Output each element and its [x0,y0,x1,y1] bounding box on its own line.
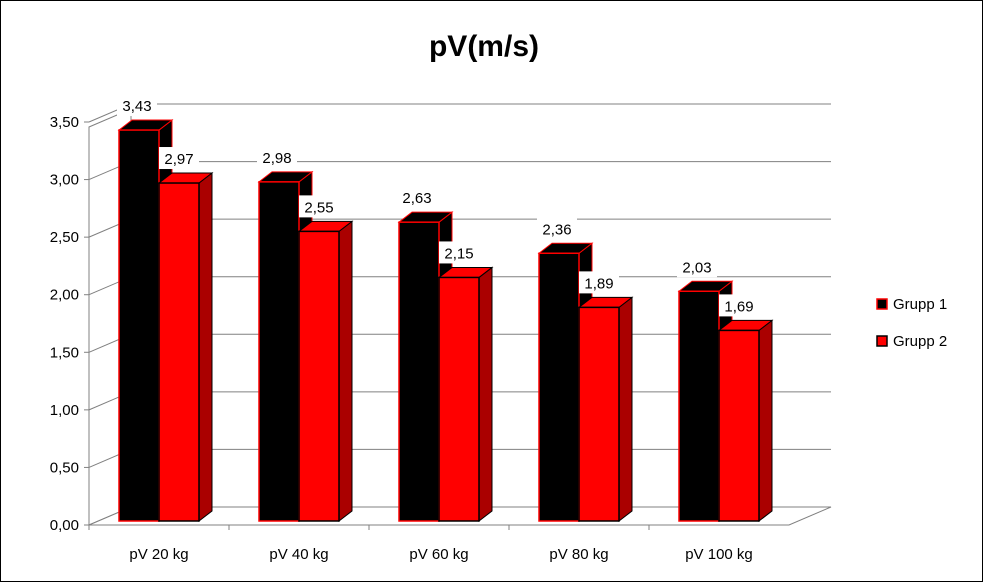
bar [578,306,620,522]
y-tick-label: 3,00 [50,172,79,189]
x-tick-label: pV 20 kg [129,546,188,563]
bar [118,129,160,522]
bar [298,230,340,522]
x-axis: pV 20 kg pV 40 kg pV 60 kg pV 80 kg pV 100 k… [88,525,753,563]
data-label: 1,89 [584,275,613,292]
chart-title: pV(m/s) [429,30,539,63]
x-tick-label: pV 100 kg [685,546,753,563]
data-label-bg [537,217,577,240]
bars [117,119,774,523]
y-tick-label: 3,50 [50,114,79,131]
legend: Grupp 1 Grupp 2 [876,296,947,350]
y-tick-label: 1,50 [50,344,79,361]
data-label: 2,98 [262,150,291,167]
data-label-bg [159,147,199,170]
data-label-bg [299,195,339,218]
y-tick-label: 2,50 [50,229,79,246]
legend-label: Grupp 2 [893,333,947,350]
legend-swatch [876,298,888,310]
bar-side [198,172,213,523]
y-tick-label: 1,00 [50,402,79,419]
data-label: 2,36 [542,221,571,238]
bar [538,252,580,522]
data-label-bg [677,255,717,278]
bar [438,276,480,522]
data-label-bg [579,271,619,294]
y-tick-label: 2,00 [50,287,79,304]
data-label-bg [439,241,479,264]
bar [718,329,760,522]
bar-side [618,296,633,523]
data-label: 2,03 [682,259,711,276]
data-label: 2,63 [402,190,431,207]
data-label: 2,97 [164,151,193,168]
data-label-bg [257,145,297,168]
bar-side [478,266,493,523]
legend-swatch [876,335,888,347]
legend-label: Grupp 1 [893,296,947,313]
bar [258,181,300,522]
x-tick-label: pV 40 kg [269,546,328,563]
bar-side [758,319,773,523]
data-label-bg [719,294,759,317]
data-label-bg [117,94,157,117]
bar-side [338,220,353,523]
y-axis: 0,00 0,50 1,00 1,50 2,00 2,50 3,00 3,50 [50,114,90,534]
x-tick-label: pV 80 kg [549,546,608,563]
data-label: 1,69 [724,298,753,315]
data-label: 2,15 [444,245,473,262]
data-label: 2,55 [304,199,333,216]
y-tick-label: 0,50 [50,459,79,476]
data-label: 3,43 [122,98,151,115]
x-tick-label: pV 60 kg [409,546,468,563]
bar [678,290,720,522]
bar [158,182,200,522]
data-label-bg [397,186,437,209]
y-tick-label: 0,00 [50,517,79,534]
bar [398,221,440,522]
data-labels: 3,43 2,97 2,98 2,55 2,63 2,15 2,36 1,89 2,03 1,69 [117,94,759,317]
